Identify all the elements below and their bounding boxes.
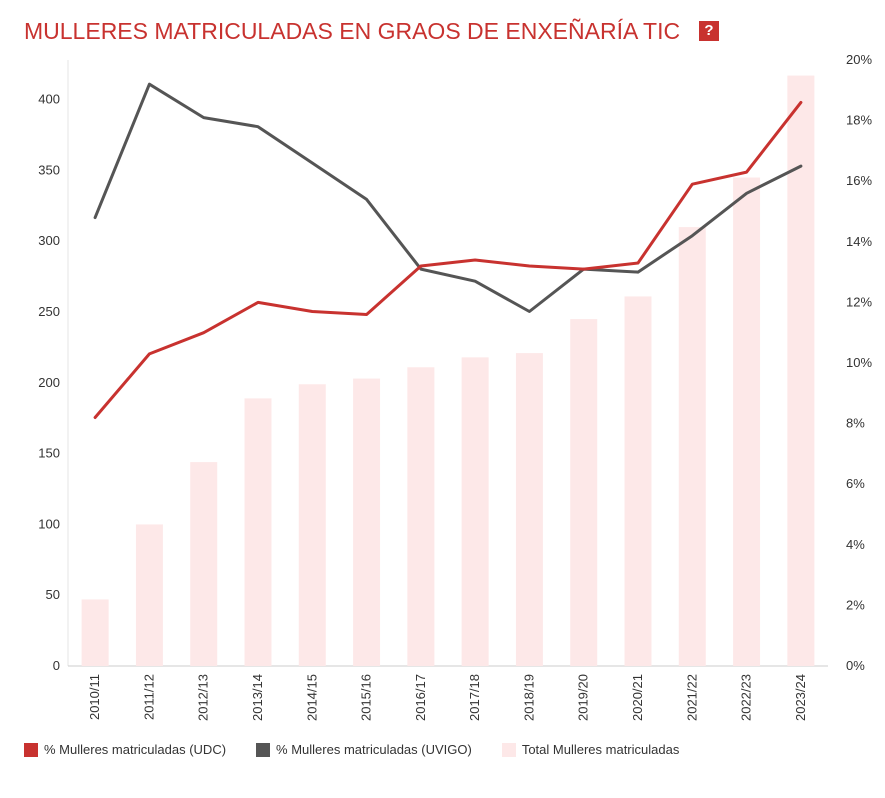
bar-total: [678, 227, 706, 666]
legend-swatch-total: [501, 742, 516, 757]
bar-total: [461, 357, 489, 666]
y-left-tick-label: 100: [38, 516, 60, 531]
x-tick-label: 2014/15: [304, 674, 319, 721]
y-left-tick-label: 200: [38, 375, 60, 390]
x-tick-label: 2021/22: [684, 674, 699, 721]
y-right-tick-label: 2%: [846, 597, 865, 612]
x-tick-label: 2017/18: [467, 674, 482, 721]
x-tick-label: 2012/13: [196, 674, 211, 721]
line-udc: [93, 100, 803, 419]
bar-total: [353, 378, 381, 666]
bar-total: [407, 367, 435, 666]
y-left-tick-label: 300: [38, 233, 60, 248]
chart-svg: 0 50 100 150 200 250 300 350 400 0% 2% 4% 6% 8% 10% 12%…: [38, 52, 872, 721]
x-tick-label: 2023/24: [793, 674, 808, 721]
y-left-tick-label: 350: [38, 162, 60, 177]
y-left-tick-label: 250: [38, 304, 60, 319]
chart-title: MULLERES MATRICULADAS EN GRAOS DE ENXEÑA…: [24, 18, 681, 44]
legend-item-uvigo[interactable]: % Mulleres matriculadas (UVIGO): [256, 742, 472, 757]
y-right-tick-label: 14%: [846, 234, 872, 249]
bar-total: [733, 177, 761, 667]
y-right-tick-label: 0%: [846, 658, 865, 673]
x-tick-label: 2022/23: [739, 674, 754, 721]
x-tick-label: 2011/12: [141, 674, 156, 720]
bar-total: [81, 599, 109, 666]
legend-swatch-udc: [24, 742, 38, 757]
x-tick-label: 2016/17: [413, 674, 428, 721]
legend-label-uvigo: % Mulleres matriculadas (UVIGO): [276, 742, 472, 757]
y-right-tick-label: 6%: [846, 476, 865, 491]
bar-total: [135, 524, 163, 666]
bar-total: [570, 319, 598, 666]
legend-item-total[interactable]: Total Mulleres matriculadas: [501, 742, 680, 757]
bar-total: [244, 398, 272, 666]
y-right-tick-label: 16%: [846, 173, 872, 188]
bar-total: [298, 384, 326, 666]
legend-label-total: Total Mulleres matriculadas: [521, 742, 680, 757]
legend-item-udc[interactable]: % Mulleres matriculadas (UDC): [24, 742, 226, 757]
x-tick-label: 2015/16: [359, 674, 374, 721]
x-tick-label: 2010/11: [87, 674, 102, 720]
legend-label-udc: % Mulleres matriculadas (UDC): [44, 742, 227, 757]
x-tick-label: 2018/19: [521, 674, 536, 721]
bar-total: [515, 353, 543, 666]
y-right-tick-label: 4%: [846, 537, 865, 552]
bar-total: [190, 462, 218, 666]
x-tick-label: 2013/14: [250, 674, 265, 721]
y-right-tick-label: 10%: [846, 355, 872, 370]
x-tick-label: 2019/20: [576, 674, 591, 721]
legend: % Mulleres matriculadas (UDC) % Mulleres…: [24, 742, 709, 757]
y-right-tick-label: 8%: [846, 416, 865, 431]
y-left-tick-label: 400: [38, 92, 60, 107]
bar-total: [787, 75, 815, 666]
bar-total: [624, 296, 652, 666]
help-button[interactable]: ?: [699, 21, 719, 41]
legend-swatch-uvigo: [256, 742, 271, 757]
y-left-tick-label: 0: [53, 658, 60, 673]
y-right-tick-label: 12%: [846, 294, 872, 309]
line-uvigo: [93, 82, 803, 313]
y-left-tick-label: 50: [46, 587, 60, 602]
y-right-tick-label: 18%: [846, 113, 872, 128]
y-left-tick-label: 150: [38, 446, 60, 461]
y-right-tick-label: 20%: [846, 52, 872, 67]
x-tick-label: 2020/21: [630, 674, 645, 721]
